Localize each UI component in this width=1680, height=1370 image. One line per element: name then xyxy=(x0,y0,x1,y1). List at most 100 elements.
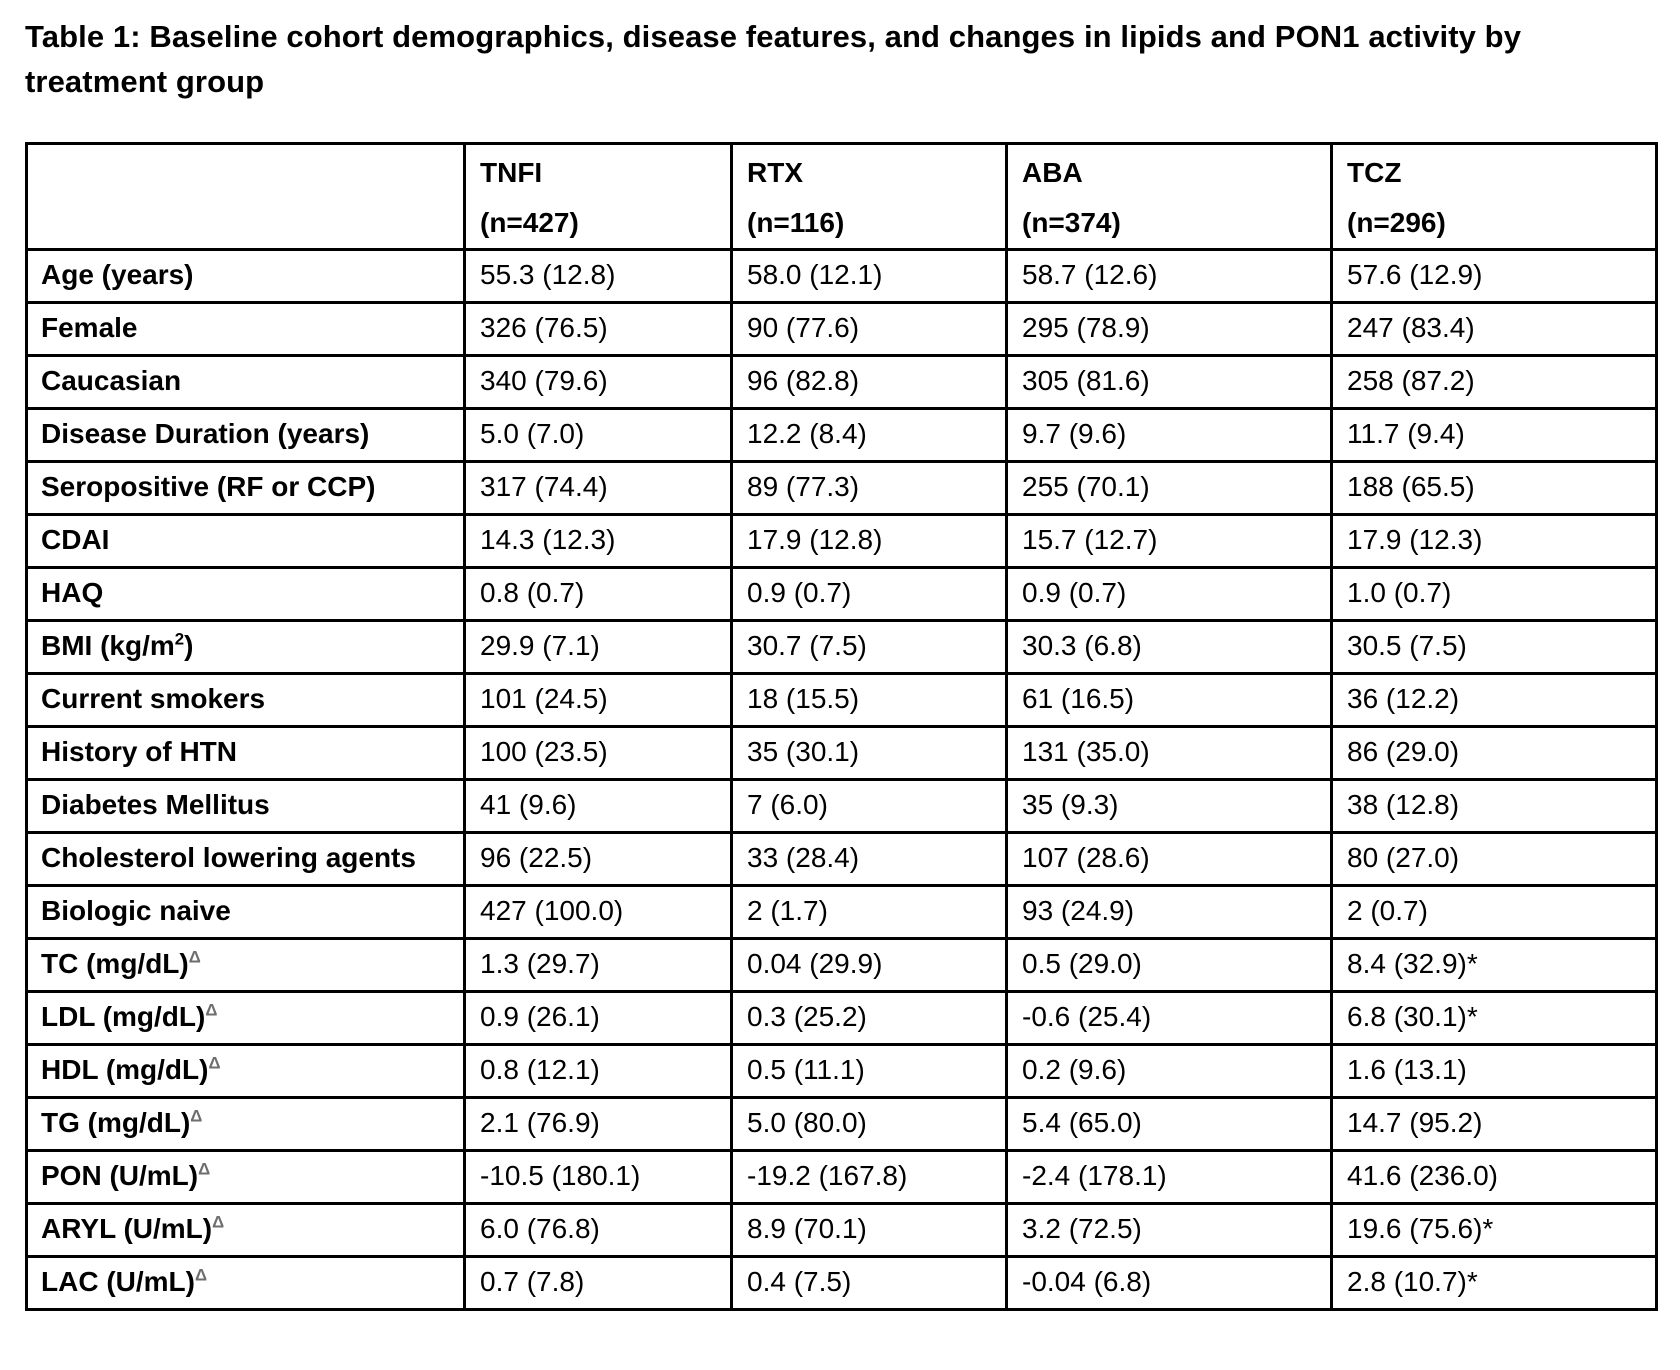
value-cell: 89 (77.3) xyxy=(730,460,1008,516)
value-cell: 0.7 (7.8) xyxy=(463,1255,733,1311)
header-col-tnfi: TNFI (n=427) xyxy=(463,142,733,251)
value-cell: 29.9 (7.1) xyxy=(463,619,733,675)
row-label: PON (U/mL)Δ xyxy=(25,1149,466,1205)
value-cell: 317 (74.4) xyxy=(463,460,733,516)
value-cell: 14.3 (12.3) xyxy=(463,513,733,569)
column-n: (n=427) xyxy=(480,207,579,238)
label-text: CDAI xyxy=(41,524,110,555)
value-cell: 0.3 (25.2) xyxy=(730,990,1008,1046)
value-cell: 1.3 (29.7) xyxy=(463,937,733,993)
value-cell: 57.6 (12.9) xyxy=(1330,248,1658,304)
value-cell: 255 (70.1) xyxy=(1005,460,1333,516)
row-label: BMI (kg/m2) xyxy=(25,619,466,675)
table-row: TG (mg/dL)Δ 2.1 (76.9) 5.0 (80.0) 5.4 (65.0… xyxy=(25,1096,1658,1152)
value-cell: 35 (9.3) xyxy=(1005,778,1333,834)
row-label: TC (mg/dL)Δ xyxy=(25,937,466,993)
table-row: ARYL (U/mL)Δ 6.0 (76.8) 8.9 (70.1) 3.2 (72.… xyxy=(25,1202,1658,1258)
row-label: History of HTN xyxy=(25,725,466,781)
value-cell: 8.4 (32.9)* xyxy=(1330,937,1658,993)
value-cell: -10.5 (180.1) xyxy=(463,1149,733,1205)
value-cell: 188 (65.5) xyxy=(1330,460,1658,516)
value-cell: 41.6 (236.0) xyxy=(1330,1149,1658,1205)
table-row: Age (years) 55.3 (12.8) 58.0 (12.1) 58.7 (1… xyxy=(25,248,1658,304)
value-cell: 305 (81.6) xyxy=(1005,354,1333,410)
value-cell: 33 (28.4) xyxy=(730,831,1008,887)
value-cell: -0.6 (25.4) xyxy=(1005,990,1333,1046)
table-row: History of HTN 100 (23.5) 35 (30.1) 131 (35… xyxy=(25,725,1658,781)
value-cell: 61 (16.5) xyxy=(1005,672,1333,728)
row-label: LDL (mg/dL)Δ xyxy=(25,990,466,1046)
value-cell: 30.7 (7.5) xyxy=(730,619,1008,675)
value-cell: 5.0 (7.0) xyxy=(463,407,733,463)
table-caption: Table 1: Baseline cohort demographics, d… xyxy=(25,19,1522,99)
table-row: Female 326 (76.5) 90 (77.6) 295 (78.9) 247 (… xyxy=(25,301,1658,357)
table-row: Biologic naive 427 (100.0) 2 (1.7) 93 (24.9… xyxy=(25,884,1658,940)
table-row: Seropositive (RF or CCP) 317 (74.4) 89 (77… xyxy=(25,460,1658,516)
row-label: HDL (mg/dL)Δ xyxy=(25,1043,466,1099)
label-superscript: Δ xyxy=(205,1000,218,1020)
value-cell: 19.6 (75.6)* xyxy=(1330,1202,1658,1258)
value-cell: 86 (29.0) xyxy=(1330,725,1658,781)
value-cell: 0.8 (12.1) xyxy=(463,1043,733,1099)
label-text: PON (U/mL) xyxy=(41,1160,199,1191)
table-row: HAQ 0.8 (0.7) 0.9 (0.7) 0.9 (0.7) 1.0 (0.7) xyxy=(25,566,1658,622)
table-row: BMI (kg/m2) 29.9 (7.1) 30.7 (7.5) 30.3 (6.8… xyxy=(25,619,1658,675)
value-cell: 14.7 (95.2) xyxy=(1330,1096,1658,1152)
value-cell: -2.4 (178.1) xyxy=(1005,1149,1333,1205)
label-superscript: Δ xyxy=(188,947,201,967)
label-text: HAQ xyxy=(41,577,104,608)
header-col-tcz: TCZ (n=296) xyxy=(1330,142,1658,251)
label-text: ) xyxy=(184,630,194,661)
value-cell: 5.4 (65.0) xyxy=(1005,1096,1333,1152)
header-empty-cell xyxy=(25,142,466,251)
label-text: Caucasian xyxy=(41,365,182,396)
label-superscript: Δ xyxy=(198,1159,211,1179)
value-cell: 2.1 (76.9) xyxy=(463,1096,733,1152)
table-row: Disease Duration (years) 5.0 (7.0) 12.2 (8… xyxy=(25,407,1658,463)
label-superscript: Δ xyxy=(194,1265,208,1285)
label-text: HDL (mg/dL) xyxy=(41,1054,209,1085)
value-cell: 35 (30.1) xyxy=(730,725,1008,781)
value-cell: 15.7 (12.7) xyxy=(1005,513,1333,569)
row-label: LAC (U/mL)Δ xyxy=(25,1255,466,1311)
value-cell: 80 (27.0) xyxy=(1330,831,1658,887)
value-cell: 1.6 (13.1) xyxy=(1330,1043,1658,1099)
table-row: Diabetes Mellitus 41 (9.6) 7 (6.0) 35 (9.3)… xyxy=(25,778,1658,834)
label-text: Seropositive (RF or CCP) xyxy=(41,471,376,502)
value-cell: 17.9 (12.8) xyxy=(730,513,1008,569)
table-body: Age (years) 55.3 (12.8) 58.0 (12.1) 58.7 (1… xyxy=(25,248,1658,1311)
column-name: TNFI xyxy=(480,157,543,188)
value-cell: 58.7 (12.6) xyxy=(1005,248,1333,304)
value-cell: 0.04 (29.9) xyxy=(730,937,1008,993)
value-cell: 101 (24.5) xyxy=(463,672,733,728)
value-cell: -0.04 (6.8) xyxy=(1005,1255,1333,1311)
row-label: Seropositive (RF or CCP) xyxy=(25,460,466,516)
value-cell: 100 (23.5) xyxy=(463,725,733,781)
table-header: TNFI (n=427) RTX (n=116) ABA (n=374) TCZ… xyxy=(25,142,1658,251)
value-cell: 0.5 (29.0) xyxy=(1005,937,1333,993)
value-cell: 12.2 (8.4) xyxy=(730,407,1008,463)
label-text: Current smokers xyxy=(41,683,266,714)
column-name: ABA xyxy=(1022,157,1083,188)
value-cell: 0.9 (0.7) xyxy=(730,566,1008,622)
row-label: Female xyxy=(25,301,466,357)
value-cell: 340 (79.6) xyxy=(463,354,733,410)
column-n: (n=116) xyxy=(747,207,845,238)
label-text: Biologic naive xyxy=(41,895,231,926)
row-label: HAQ xyxy=(25,566,466,622)
column-n: (n=374) xyxy=(1022,207,1121,238)
value-cell: 258 (87.2) xyxy=(1330,354,1658,410)
value-cell: 36 (12.2) xyxy=(1330,672,1658,728)
value-cell: 0.2 (9.6) xyxy=(1005,1043,1333,1099)
label-text: TG (mg/dL) xyxy=(41,1107,191,1138)
value-cell: 1.0 (0.7) xyxy=(1330,566,1658,622)
value-cell: 107 (28.6) xyxy=(1005,831,1333,887)
value-cell: 9.7 (9.6) xyxy=(1005,407,1333,463)
row-label: Cholesterol lowering agents xyxy=(25,831,466,887)
value-cell: 8.9 (70.1) xyxy=(730,1202,1008,1258)
column-n: (n=296) xyxy=(1347,207,1446,238)
row-label: Current smokers xyxy=(25,672,466,728)
value-cell: 11.7 (9.4) xyxy=(1330,407,1658,463)
label-text: ARYL (U/mL) xyxy=(41,1213,213,1244)
value-cell: 55.3 (12.8) xyxy=(463,248,733,304)
